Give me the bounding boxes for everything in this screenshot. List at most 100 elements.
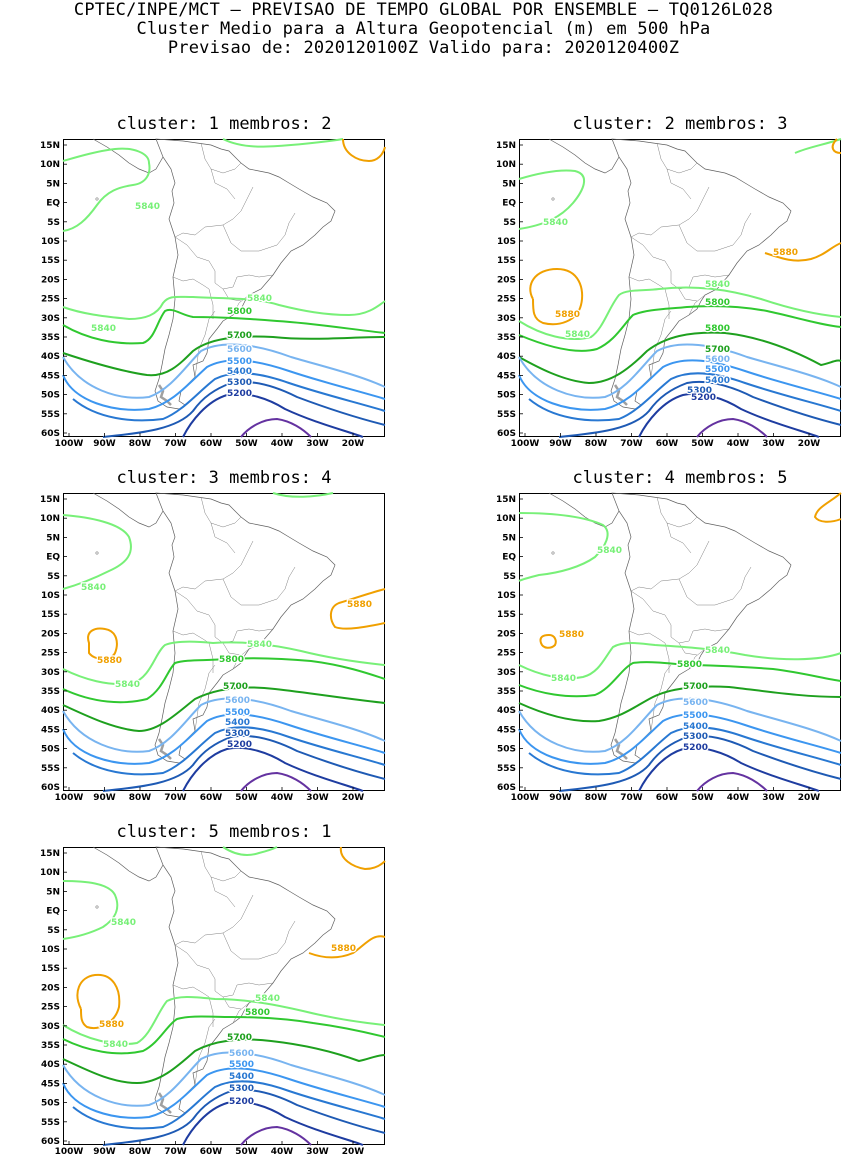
contour-5800 [62, 308, 386, 345]
lat-label: 30S [41, 314, 60, 324]
country-border [656, 142, 698, 174]
contour-5700 [518, 685, 842, 723]
contour-label: 5400 [227, 367, 252, 377]
contour-5800 [62, 657, 386, 704]
lat-label: 5S [503, 572, 516, 582]
contour-5880 [814, 492, 842, 523]
contour-5880 [529, 268, 584, 326]
contour-label: 5600 [683, 698, 708, 708]
contour-label: 5700 [227, 1033, 252, 1043]
contour-5300 [102, 381, 386, 438]
fjord-coast [157, 738, 172, 760]
lat-label: 10N [40, 514, 60, 524]
lat-label: 40S [41, 1060, 60, 1070]
lat-label: 15N [40, 495, 60, 505]
contour-5880 [539, 634, 557, 649]
contour-label: 5300 [683, 732, 708, 742]
contour-label: 5600 [705, 355, 730, 365]
contour-label: 5500 [683, 711, 708, 721]
lat-label: 10S [497, 591, 516, 601]
country-border [200, 142, 242, 174]
coastline-layer [92, 846, 336, 1118]
lat-label: 5N [502, 179, 516, 189]
lat-label: 5S [503, 218, 516, 228]
contour-label: 5500 [705, 365, 730, 375]
fjord-coast [157, 1092, 172, 1114]
lon-label: 80W [129, 439, 152, 449]
contour-5300 [558, 381, 842, 438]
lon-label: 90W [93, 1147, 116, 1157]
contour-5200 [182, 747, 364, 792]
coastline-layer [92, 138, 336, 410]
contour-5840 [62, 514, 132, 590]
contour-label: 5700 [683, 682, 708, 692]
contour-5880 [76, 973, 121, 1029]
contour-5840 [62, 295, 386, 320]
country-border [628, 630, 666, 644]
contour-5400 [528, 372, 842, 422]
contour-5840 [222, 846, 278, 856]
country-border [222, 566, 296, 606]
lon-label: 20W [342, 793, 365, 803]
lat-label: EQ [502, 199, 516, 209]
country-border [222, 996, 242, 1010]
contour-5840 [518, 512, 609, 582]
contour-label: 5500 [229, 1060, 254, 1070]
contour-5500 [62, 713, 386, 765]
contour-label: 5400 [683, 722, 708, 732]
header-title: CPTEC/INPE/MCT – PREVISAO DE TEMPO GLOBA… [73, 0, 774, 20]
contour-5700 [62, 686, 386, 732]
lat-label: 40S [497, 352, 516, 362]
lon-label: 90W [93, 793, 116, 803]
lon-label: 60W [656, 439, 679, 449]
south-america-coast [610, 492, 792, 764]
lat-label: 45S [497, 371, 516, 381]
contour-layer [518, 492, 842, 792]
map-frame [63, 139, 385, 437]
central-america-coast [92, 138, 164, 174]
country-border [650, 310, 672, 378]
lat-label: 50S [41, 745, 60, 755]
central-america-coast [92, 492, 164, 528]
map-frame [519, 493, 841, 791]
lat-label: 5N [46, 533, 60, 543]
contour-label: 5880 [331, 944, 356, 954]
contour-5880 [764, 242, 842, 262]
lat-label: 45S [41, 725, 60, 735]
country-border [678, 288, 698, 302]
contour-5400 [72, 726, 386, 776]
contour-5300 [558, 735, 842, 792]
contour-label: 5200 [229, 1097, 254, 1107]
contour-5880 [339, 846, 386, 870]
contour-label: 5840 [247, 294, 272, 304]
country-border [664, 288, 670, 319]
south-america-coast [154, 492, 336, 764]
lat-label: 45S [41, 371, 60, 381]
central-america-coast [548, 138, 620, 174]
lon-label: 100W [55, 793, 84, 803]
contour-5800 [518, 661, 842, 698]
lon-label: 40W [271, 439, 294, 449]
lon-label: 50W [235, 1147, 258, 1157]
lat-label: 15N [496, 495, 516, 505]
country-border [630, 590, 730, 644]
contour-label: 5200 [691, 393, 716, 403]
country-border [630, 236, 730, 290]
lon-label: 70W [620, 793, 643, 803]
contour-label: 5880 [99, 1020, 124, 1030]
country-border [232, 1002, 250, 1024]
contour-5700 [62, 1038, 386, 1084]
south-america-coast [154, 846, 336, 1118]
lon-label: 50W [691, 439, 714, 449]
country-border [678, 212, 752, 252]
lat-label: 15S [41, 256, 60, 266]
panel-2-map: 5840 5880 5880 5840 5840 5800 5800 570056005500… [496, 138, 842, 449]
lat-label: 45S [497, 725, 516, 735]
lon-label: 40W [271, 1147, 294, 1157]
lon-label: 80W [585, 439, 608, 449]
lat-label: 35S [41, 687, 60, 697]
panel-3-title: cluster: 3 membros: 4 [116, 468, 332, 488]
lon-label: 50W [691, 793, 714, 803]
coastline-layer [92, 492, 336, 764]
